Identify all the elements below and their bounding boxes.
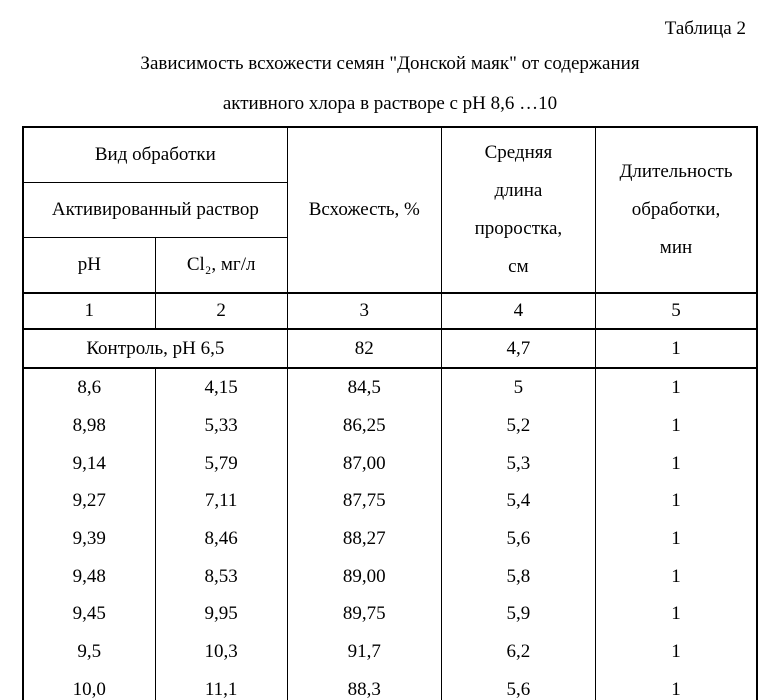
data-table: Вид обработки Всхожесть, % Средняя длина… [22,126,758,700]
cell-sprout: 5,4 [441,482,595,520]
cell-ph: 9,45 [23,595,155,633]
hdr-duration-l3: мин [660,237,692,258]
cell-germ: 87,00 [287,445,441,483]
cell-ph: 10,0 [23,671,155,700]
cell-sprout: 5 [441,368,595,407]
cell-dur: 1 [595,558,757,596]
cell-dur: 1 [595,520,757,558]
control-germ: 82 [287,329,441,369]
cell-sprout: 5,6 [441,520,595,558]
hdr-duration-l2: обработки, [632,199,720,220]
cell-cl2: 5,79 [155,445,287,483]
hdr-sprout-l1: Средняя [485,142,553,163]
cell-dur: 1 [595,482,757,520]
cell-sprout: 5,3 [441,445,595,483]
colnum-3: 3 [287,293,441,329]
table-number-label: Таблица 2 [22,18,746,40]
hdr-duration: Длительность обработки, мин [595,127,757,293]
hdr-cl2: Cl₂, мг/л [155,238,287,294]
cell-dur: 1 [595,407,757,445]
cell-germ: 89,75 [287,595,441,633]
control-sprout: 4,7 [441,329,595,369]
cell-ph: 9,39 [23,520,155,558]
cell-germ: 87,75 [287,482,441,520]
cell-cl2: 8,46 [155,520,287,558]
control-dur: 1 [595,329,757,369]
cell-germ: 89,00 [287,558,441,596]
cell-sprout: 5,9 [441,595,595,633]
cell-germ: 88,3 [287,671,441,700]
cell-germ: 91,7 [287,633,441,671]
cell-cl2: 7,11 [155,482,287,520]
cell-sprout: 5,8 [441,558,595,596]
cell-cl2: 5,33 [155,407,287,445]
cell-ph: 9,27 [23,482,155,520]
title-line-2: активного хлора в растворе с pH 8,6 …10 [22,86,758,122]
hdr-sprout-l3: проростка, [475,218,563,239]
cell-cl2: 9,95 [155,595,287,633]
colnum-1: 1 [23,293,155,329]
colnum-2: 2 [155,293,287,329]
cell-cl2: 11,1 [155,671,287,700]
cell-germ: 88,27 [287,520,441,558]
colnum-5: 5 [595,293,757,329]
cell-cl2: 10,3 [155,633,287,671]
cell-germ: 84,5 [287,368,441,407]
hdr-treatment-kind: Вид обработки [23,127,287,183]
hdr-sprout-length: Средняя длина проростка, см [441,127,595,293]
cell-sprout: 5,6 [441,671,595,700]
cell-cl2: 8,53 [155,558,287,596]
title-line-1: Зависимость всхожести семян "Донской мая… [22,46,758,82]
cell-ph: 8,98 [23,407,155,445]
cell-dur: 1 [595,633,757,671]
hdr-activated-solution: Активированный раствор [23,183,287,238]
hdr-sprout-l2: длина [494,180,542,201]
hdr-duration-l1: Длительность [619,161,732,182]
hdr-ph: pH [23,238,155,294]
hdr-sprout-l4: см [508,256,528,277]
cell-sprout: 5,2 [441,407,595,445]
cell-dur: 1 [595,368,757,407]
cell-germ: 86,25 [287,407,441,445]
cell-ph: 9,48 [23,558,155,596]
cell-ph: 8,6 [23,368,155,407]
cell-dur: 1 [595,445,757,483]
colnum-4: 4 [441,293,595,329]
cell-ph: 9,14 [23,445,155,483]
cell-cl2: 4,15 [155,368,287,407]
cell-sprout: 6,2 [441,633,595,671]
cell-dur: 1 [595,671,757,700]
control-label: Контроль, pH 6,5 [23,329,287,369]
cell-dur: 1 [595,595,757,633]
hdr-germination: Всхожесть, % [287,127,441,293]
cell-ph: 9,5 [23,633,155,671]
